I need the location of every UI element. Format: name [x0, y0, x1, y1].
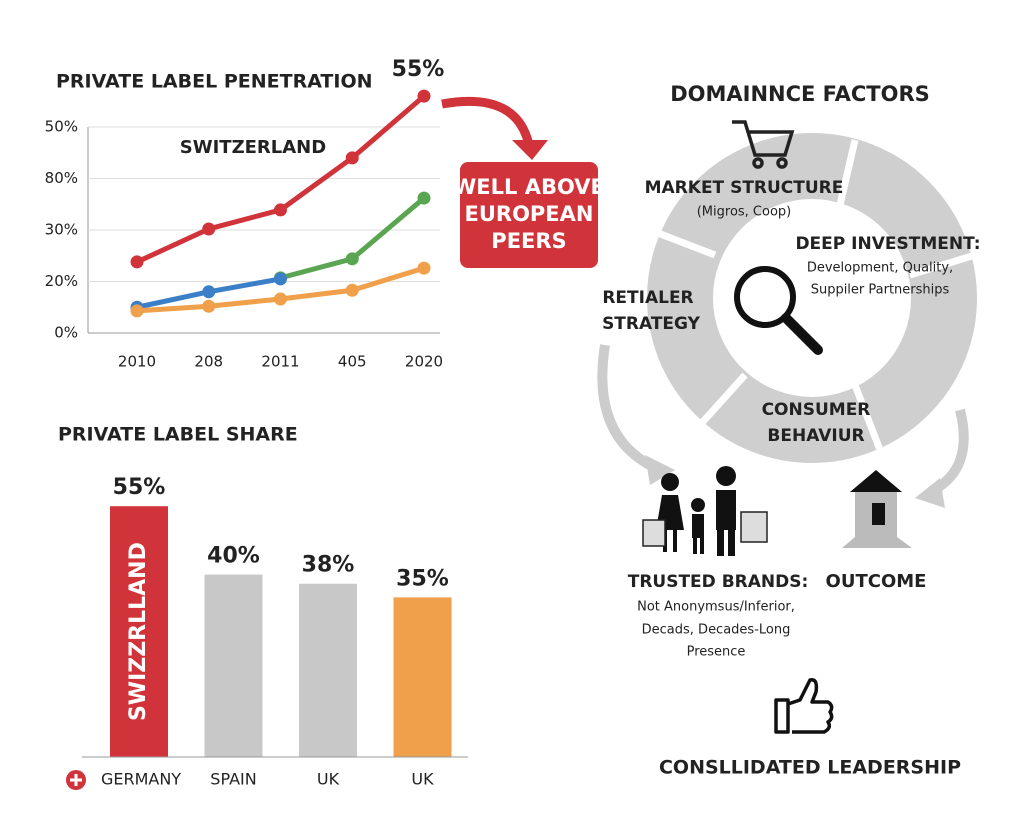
bar-label: SWIZZRLLAND	[126, 542, 151, 721]
x-tick-label: 405	[338, 353, 367, 371]
y-tick-label: 30%	[45, 221, 78, 239]
x-tick-label: GERMANY	[101, 770, 181, 789]
callout-text: EUROPEAN	[465, 202, 594, 226]
thumbs-up-icon	[774, 678, 834, 734]
trusted-text: Not Anonymsus/Inferior,	[637, 600, 795, 615]
family-icon	[656, 466, 736, 556]
flag-cross	[70, 774, 82, 786]
x-tick-label: 208	[194, 353, 223, 371]
factor-title: STRATEGY	[602, 314, 701, 334]
magnifier-icon	[734, 266, 823, 355]
y-tick-label: 50%	[45, 118, 78, 136]
diagram-title: DOMAINNCE FACTORS	[670, 82, 930, 106]
x-tick-label: 2011	[261, 353, 299, 371]
callout-arrow	[441, 96, 535, 151]
data-point	[130, 304, 144, 318]
x-tick-label: SPAIN	[210, 770, 256, 789]
chart-title: PRIVATE LABEL SHARE	[58, 424, 298, 446]
data-point	[202, 285, 216, 299]
x-tick-label: 2020	[405, 353, 443, 371]
cart-icon	[732, 120, 795, 169]
data-point	[345, 283, 359, 297]
bar	[110, 506, 168, 757]
y-tick-label: 20%	[45, 272, 78, 290]
factor-title: DEEP INVESTMENT:	[795, 234, 980, 254]
leadership-label: CONSLLIDATED LEADERSHIP	[659, 757, 961, 779]
flow-arrowhead	[915, 478, 945, 508]
bag-icon	[642, 511, 768, 547]
data-point	[417, 261, 431, 275]
callout-box	[460, 162, 598, 268]
data-point	[202, 299, 216, 313]
factor-title: CONSUMER	[762, 400, 871, 420]
trusted-text: Decads, Decades-Long	[642, 623, 791, 638]
factor-title: BEHAVIUR	[767, 426, 864, 446]
chart-title: PRIVATE LABEL PENETRATION	[56, 71, 373, 93]
data-point	[130, 255, 144, 269]
data-point	[345, 151, 359, 165]
data-point	[345, 252, 359, 266]
factor-text: Development, Quality,	[807, 261, 953, 276]
x-tick-label: 2010	[118, 353, 156, 371]
callout-text: PEERS	[491, 229, 566, 253]
value-label: 40%	[207, 544, 260, 569]
value-label: 35%	[396, 566, 449, 591]
ring-gaps	[648, 139, 977, 452]
y-tick-label: 80%	[45, 169, 78, 187]
flow-arrow	[597, 344, 663, 475]
house-icon	[842, 470, 912, 548]
data-point	[417, 89, 431, 103]
chart-annotation: SWITZERLAND	[180, 137, 326, 158]
flow-arrow	[927, 408, 969, 497]
peak-label: 55%	[392, 57, 445, 82]
factor-title: RETIALER	[602, 288, 693, 308]
data-point	[274, 272, 287, 286]
data-point	[274, 292, 287, 306]
callout-arrowhead	[512, 140, 548, 160]
callout-text: WELL ABOVE	[453, 175, 605, 199]
y-tick-label: 0%	[54, 324, 78, 342]
series-line	[279, 196, 426, 281]
outcome-label: OUTCOME	[826, 571, 927, 592]
factor-text: (Migros, Coop)	[697, 205, 792, 220]
value-label: 55%	[113, 475, 166, 500]
factor-title: MARKET STRUCTURE	[645, 178, 844, 198]
value-label: 38%	[302, 553, 355, 578]
bar	[299, 583, 357, 757]
trusted-text: Presence	[687, 645, 746, 660]
factor-text: Suppiler Partnerships	[811, 283, 950, 298]
flow-arrowhead	[645, 455, 675, 485]
data-point	[417, 191, 431, 205]
bar	[393, 597, 452, 757]
data-point	[274, 203, 287, 217]
bar	[204, 574, 263, 757]
x-tick-label: UK	[411, 770, 434, 789]
x-tick-label: UK	[317, 770, 340, 789]
trusted-title: TRUSTED BRANDS:	[628, 572, 809, 592]
factor-ring	[647, 133, 977, 463]
data-point	[202, 222, 216, 236]
